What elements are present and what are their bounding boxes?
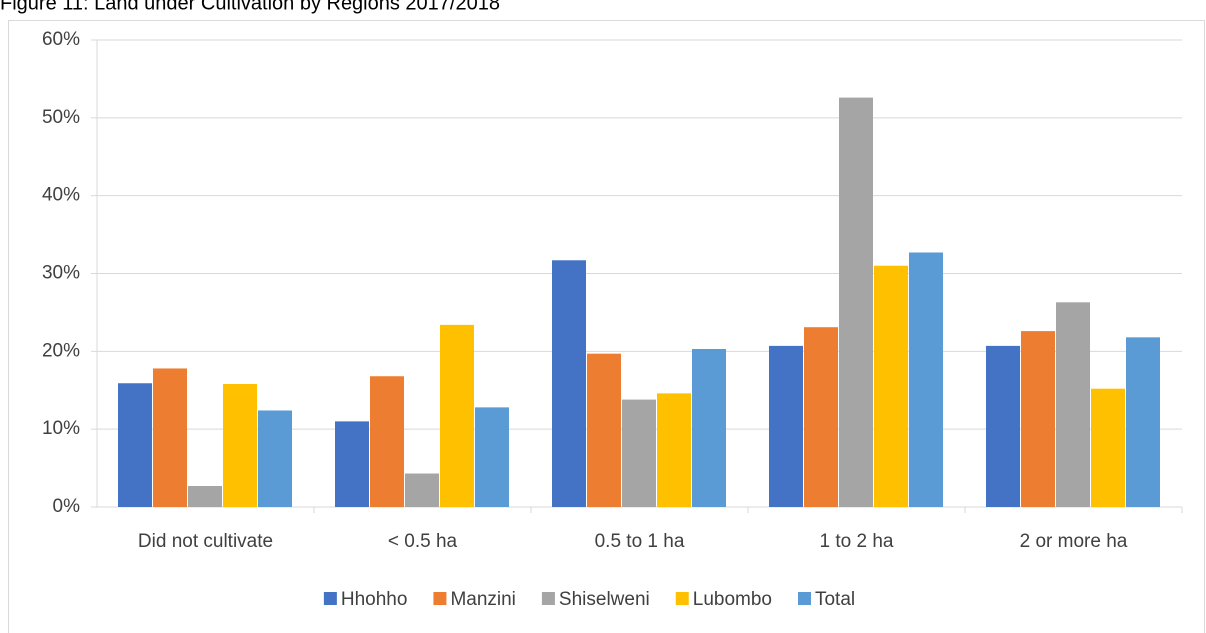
bar: [657, 393, 691, 507]
bar: [874, 265, 908, 507]
chart-title: Figure 11: Land under Cultivation by Reg…: [0, 0, 500, 14]
bar: [986, 345, 1020, 507]
legend-label: Total: [815, 589, 855, 610]
x-tick-label: 1 to 2 ha: [820, 531, 894, 552]
y-tick-label: 0%: [53, 496, 81, 517]
bar: [405, 473, 439, 507]
bar: [223, 384, 257, 507]
legend-label: Shiselweni: [559, 589, 650, 610]
x-tick-label: < 0.5 ha: [388, 531, 458, 552]
y-tick-label: 10%: [42, 418, 80, 439]
bar: [1126, 337, 1160, 507]
y-tick-label: 40%: [42, 185, 80, 206]
bar: [1091, 388, 1125, 507]
bar: [440, 324, 474, 507]
legend-swatch: [797, 592, 811, 605]
legend-swatch: [433, 592, 447, 605]
legend-swatch: [541, 592, 555, 605]
bar: [188, 485, 222, 507]
bar: [153, 368, 187, 507]
bar: [1056, 302, 1090, 507]
bar: [909, 252, 943, 507]
legend-label: Manzini: [450, 589, 515, 610]
legend-swatch: [675, 592, 689, 605]
y-tick-label: 30%: [42, 263, 80, 284]
bar: [552, 260, 586, 507]
y-tick-label: 60%: [42, 29, 80, 50]
bar: [370, 376, 404, 507]
bar: [622, 399, 656, 507]
chart-border: [8, 20, 1205, 633]
bar: [587, 353, 621, 507]
bar: [839, 97, 873, 507]
bar: [475, 407, 509, 507]
bar: [258, 410, 292, 507]
x-tick-label: Did not cultivate: [138, 531, 273, 552]
legend-label: Lubombo: [693, 589, 772, 610]
legend-label: Hhohho: [341, 589, 408, 610]
bar: [1021, 331, 1055, 507]
y-tick-label: 20%: [42, 340, 80, 361]
bar: [335, 421, 369, 507]
bar: [692, 348, 726, 507]
legend-swatch: [323, 592, 337, 605]
x-tick-label: 0.5 to 1 ha: [595, 531, 685, 552]
y-tick-label: 50%: [42, 107, 80, 128]
x-tick-label: 2 or more ha: [1020, 531, 1128, 552]
bar: [804, 327, 838, 507]
bar: [769, 345, 803, 507]
bar: [118, 383, 152, 507]
